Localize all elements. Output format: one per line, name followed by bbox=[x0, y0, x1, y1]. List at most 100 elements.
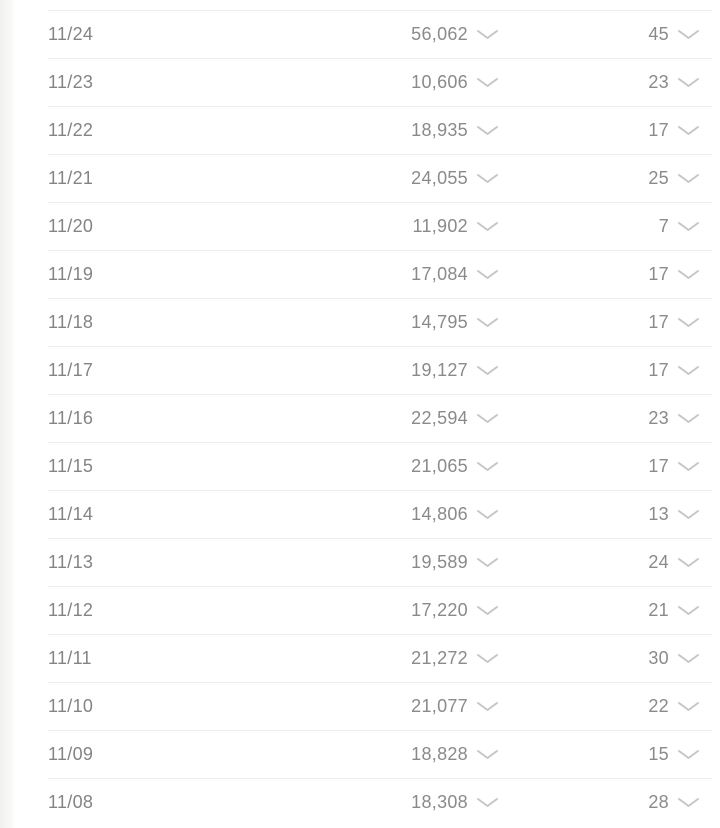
secondary-value: 23 bbox=[648, 72, 669, 92]
secondary-value-cell: 23 bbox=[499, 72, 700, 93]
table-row[interactable]: 11/09 18,828 15 bbox=[48, 730, 712, 778]
chevron-down-icon[interactable] bbox=[677, 221, 700, 232]
date-label: 11/14 bbox=[48, 504, 94, 524]
chevron-down-icon[interactable] bbox=[476, 365, 499, 376]
secondary-value-cell: 7 bbox=[499, 216, 700, 237]
secondary-value: 30 bbox=[648, 648, 669, 668]
chevron-down-icon[interactable] bbox=[677, 365, 700, 376]
chevron-down-icon[interactable] bbox=[476, 269, 499, 280]
primary-value-cell: 14,806 bbox=[208, 504, 499, 525]
date-label: 11/10 bbox=[48, 696, 94, 716]
chevron-down-icon[interactable] bbox=[476, 701, 499, 712]
primary-value-cell: 18,828 bbox=[208, 744, 499, 765]
chevron-down-icon[interactable] bbox=[677, 125, 700, 136]
primary-value: 14,806 bbox=[411, 504, 468, 524]
secondary-value-cell: 17 bbox=[499, 264, 700, 285]
table-row[interactable]: 11/11 21,272 30 bbox=[48, 634, 712, 682]
chevron-down-icon[interactable] bbox=[476, 125, 499, 136]
chevron-down-icon[interactable] bbox=[476, 221, 499, 232]
date-label: 11/09 bbox=[48, 744, 94, 764]
chevron-down-icon[interactable] bbox=[677, 797, 700, 808]
primary-value-cell: 14,795 bbox=[208, 312, 499, 333]
chevron-down-icon[interactable] bbox=[476, 173, 499, 184]
table-row[interactable]: 11/17 19,127 17 bbox=[48, 346, 712, 394]
chevron-down-icon[interactable] bbox=[476, 413, 499, 424]
table-row[interactable]: 11/12 17,220 21 bbox=[48, 586, 712, 634]
date-label: 11/23 bbox=[48, 72, 94, 92]
secondary-value-cell: 17 bbox=[499, 120, 700, 141]
chevron-down-icon[interactable] bbox=[476, 509, 499, 520]
secondary-value-cell: 13 bbox=[499, 504, 700, 525]
primary-value: 19,127 bbox=[411, 360, 468, 380]
date-label: 11/20 bbox=[48, 216, 94, 236]
chevron-down-icon[interactable] bbox=[677, 77, 700, 88]
secondary-value-cell: 17 bbox=[499, 456, 700, 477]
date-label: 11/12 bbox=[48, 600, 94, 620]
primary-value: 21,065 bbox=[411, 456, 468, 476]
table-row[interactable]: 11/21 24,055 25 bbox=[48, 154, 712, 202]
table-row[interactable]: 11/14 14,806 13 bbox=[48, 490, 712, 538]
date-label: 11/15 bbox=[48, 456, 94, 476]
secondary-value: 17 bbox=[648, 312, 669, 332]
table-row[interactable]: 11/16 22,594 23 bbox=[48, 394, 712, 442]
table-row[interactable]: 11/19 17,084 17 bbox=[48, 250, 712, 298]
chevron-down-icon[interactable] bbox=[476, 749, 499, 760]
chevron-down-icon[interactable] bbox=[677, 317, 700, 328]
table-row[interactable]: 11/10 21,077 22 bbox=[48, 682, 712, 730]
table-row[interactable]: 11/15 21,065 17 bbox=[48, 442, 712, 490]
primary-value-cell: 21,065 bbox=[208, 456, 499, 477]
table-row[interactable]: 11/24 56,062 45 bbox=[48, 10, 712, 58]
secondary-value-cell: 15 bbox=[499, 744, 700, 765]
secondary-value: 17 bbox=[648, 264, 669, 284]
chevron-down-icon[interactable] bbox=[677, 413, 700, 424]
date-label: 11/22 bbox=[48, 120, 94, 140]
primary-value-cell: 19,589 bbox=[208, 552, 499, 573]
chevron-down-icon[interactable] bbox=[677, 29, 700, 40]
table-row[interactable]: 11/20 11,902 7 bbox=[48, 202, 712, 250]
secondary-value-cell: 45 bbox=[499, 24, 700, 45]
chevron-down-icon[interactable] bbox=[677, 653, 700, 664]
table-row[interactable]: 11/22 18,935 17 bbox=[48, 106, 712, 154]
secondary-value-cell: 28 bbox=[499, 792, 700, 813]
chevron-down-icon[interactable] bbox=[476, 653, 499, 664]
chevron-down-icon[interactable] bbox=[476, 557, 499, 568]
chevron-down-icon[interactable] bbox=[476, 29, 499, 40]
date-label: 11/11 bbox=[48, 648, 92, 668]
table-row[interactable]: 11/18 14,795 17 bbox=[48, 298, 712, 346]
table-row[interactable]: 11/23 10,606 23 bbox=[48, 58, 712, 106]
chevron-down-icon[interactable] bbox=[677, 461, 700, 472]
table-row[interactable]: 11/08 18,308 28 bbox=[48, 778, 712, 826]
chevron-down-icon[interactable] bbox=[476, 461, 499, 472]
chevron-down-icon[interactable] bbox=[677, 557, 700, 568]
chevron-down-icon[interactable] bbox=[677, 605, 700, 616]
primary-value-cell: 21,077 bbox=[208, 696, 499, 717]
primary-value: 56,062 bbox=[411, 24, 468, 44]
secondary-value: 7 bbox=[658, 216, 669, 236]
primary-value: 19,589 bbox=[411, 552, 468, 572]
primary-value-cell: 18,308 bbox=[208, 792, 499, 813]
secondary-value: 25 bbox=[648, 168, 669, 188]
chevron-down-icon[interactable] bbox=[677, 509, 700, 520]
secondary-value: 17 bbox=[648, 360, 669, 380]
chevron-down-icon[interactable] bbox=[476, 317, 499, 328]
chevron-down-icon[interactable] bbox=[677, 173, 700, 184]
primary-value: 18,828 bbox=[411, 744, 468, 764]
chevron-down-icon[interactable] bbox=[476, 605, 499, 616]
primary-value-cell: 17,220 bbox=[208, 600, 499, 621]
secondary-value: 22 bbox=[648, 696, 669, 716]
table-row[interactable]: 11/13 19,589 24 bbox=[48, 538, 712, 586]
chevron-down-icon[interactable] bbox=[476, 797, 499, 808]
chevron-down-icon[interactable] bbox=[476, 77, 499, 88]
date-label: 11/16 bbox=[48, 408, 94, 428]
date-label: 11/08 bbox=[48, 792, 94, 812]
primary-value: 17,220 bbox=[411, 600, 468, 620]
chevron-down-icon[interactable] bbox=[677, 701, 700, 712]
chevron-down-icon[interactable] bbox=[677, 269, 700, 280]
primary-value-cell: 19,127 bbox=[208, 360, 499, 381]
chevron-down-icon[interactable] bbox=[677, 749, 700, 760]
primary-value-cell: 21,272 bbox=[208, 648, 499, 669]
primary-value: 22,594 bbox=[411, 408, 468, 428]
secondary-value-cell: 24 bbox=[499, 552, 700, 573]
date-label: 11/24 bbox=[48, 24, 94, 44]
